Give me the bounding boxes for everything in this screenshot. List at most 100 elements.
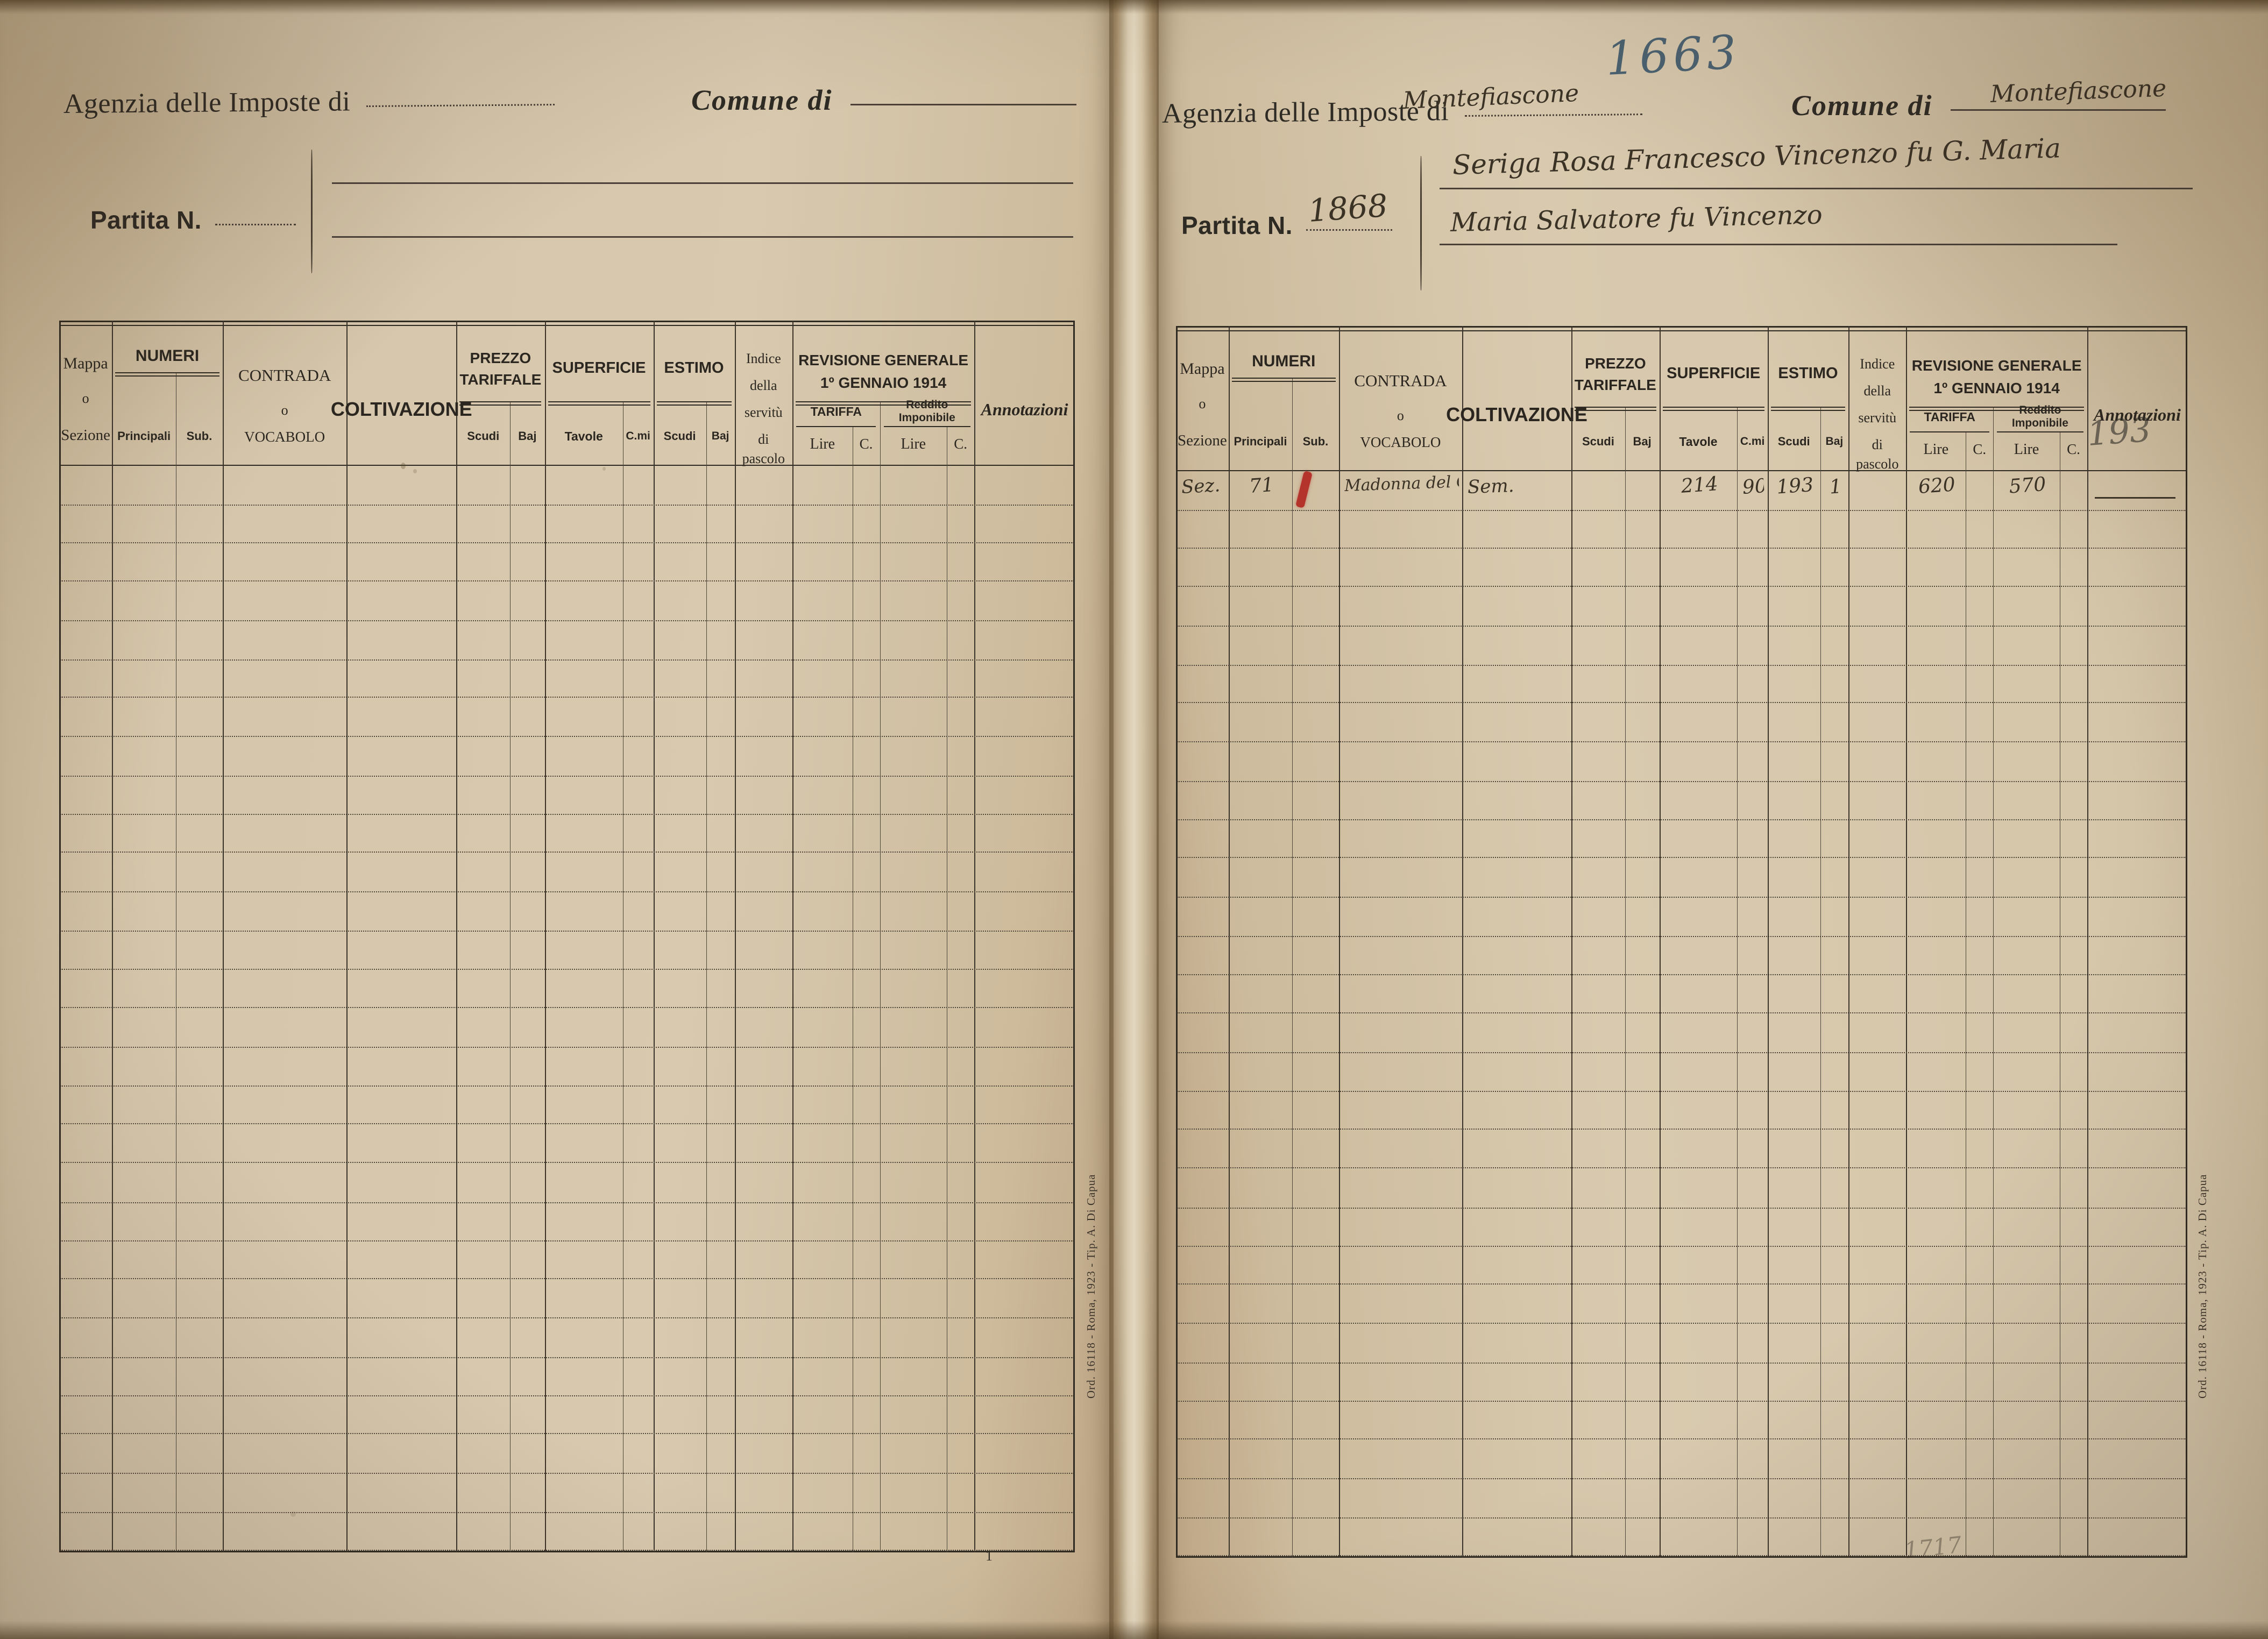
col-header-tariffa: TARIFFA	[1924, 409, 1975, 424]
table-top-rule	[59, 325, 1075, 326]
subgroup-rule	[883, 426, 971, 427]
col-header-tariffa: TARIFFA	[810, 404, 862, 418]
col-header-tavole: Tavole	[564, 429, 603, 443]
col-header-indice-3: servitù	[1858, 410, 1897, 426]
col-group-estimo: ESTIMO	[664, 359, 724, 377]
right-table-border	[1176, 326, 2187, 1558]
left-agenzia-fill-line[interactable]	[366, 103, 555, 108]
table-row-separator	[60, 1395, 1074, 1396]
table-row-separator	[60, 504, 1074, 506]
col-group-estimo: ESTIMO	[1778, 365, 1838, 382]
table-header-divider	[1176, 470, 2187, 471]
table-row-separator	[1177, 1363, 2186, 1364]
sub-column-divider	[1737, 407, 1738, 1558]
group-rule	[656, 401, 732, 402]
column-divider	[544, 321, 546, 1552]
col-header-indice-4: di	[1872, 437, 1883, 453]
right-comune-fill-line[interactable]	[1951, 109, 2166, 111]
table-row-separator	[60, 1357, 1074, 1359]
left-partita-fill-line[interactable]	[215, 223, 296, 225]
col-group-revisione-l1: REVISIONE GENERALE	[798, 351, 969, 368]
table-row-separator	[60, 735, 1074, 737]
col-header-tavole: Tavole	[1679, 434, 1718, 449]
sub-column-divider	[510, 401, 511, 1552]
table-row-separator	[60, 697, 1074, 698]
group-rule	[1909, 410, 2084, 411]
table-row-separator	[1177, 547, 2186, 549]
table-row-separator	[1177, 936, 2186, 938]
col-header-cmi: C.mi	[626, 429, 650, 442]
col-header-reddito-lire: Lire	[2014, 441, 2039, 458]
col-group-prezzo-l1: PREZZO	[1585, 354, 1646, 372]
col-header-tariffa-c: C.	[859, 436, 873, 452]
left-owner-line-2[interactable]	[332, 236, 1073, 238]
subgroup-rule	[1910, 431, 1990, 432]
col-header-estimo-scudi: Scudi	[663, 429, 696, 443]
group-rule	[115, 375, 219, 377]
col-header-sub: Sub.	[1302, 435, 1329, 449]
entry-superficie-cmi: 90	[1741, 475, 1766, 499]
col-group-prezzo-l2: TARIFFALE	[459, 371, 542, 388]
col-header-estimo-baj: Baj	[1825, 435, 1844, 448]
col-header-contrada: CONTRADA	[238, 366, 331, 385]
right-partita-fill-line[interactable]	[1306, 229, 1393, 231]
col-header-annotazioni: Annotazioni	[2094, 405, 2181, 424]
right-owner-line-2[interactable]	[1440, 243, 2117, 245]
col-header-indice-2: della	[1863, 383, 1891, 399]
table-row-separator	[1177, 1207, 2186, 1209]
col-group-prezzo-l2: TARIFFALE	[1574, 376, 1656, 393]
col-header-mappa: Mappa	[63, 354, 108, 372]
entry-mappa-sezione: Sez. 2ª	[1180, 474, 1226, 498]
right-agenzia-fill-line[interactable]	[1464, 113, 1642, 117]
group-rule	[548, 405, 650, 406]
right-owner-line-1[interactable]	[1440, 187, 2193, 189]
group-rule	[1662, 407, 1764, 408]
right-comune-row: Comune di	[1791, 89, 2166, 122]
column-divider	[2087, 326, 2088, 1558]
column-divider	[112, 321, 114, 1552]
table-row-separator	[60, 931, 1074, 932]
col-header-indice-5: pascolo	[742, 451, 785, 467]
table-row-separator	[1177, 819, 2186, 821]
col-group-revisione-l2: 1º GENNAIO 1914	[820, 374, 947, 391]
table-row-separator	[1177, 1400, 2186, 1402]
column-divider	[223, 321, 224, 1552]
column-divider	[346, 321, 348, 1552]
col-header-indice-1: Indice	[1860, 356, 1895, 372]
table-row-separator	[1177, 626, 2186, 627]
table-row-separator	[1177, 1052, 2186, 1053]
col-header-prezzo-baj: Baj	[518, 429, 537, 443]
right-publisher-imprint: Ord. 16118 - Roma, 1923 - Tip. A. Di Cap…	[2196, 1174, 2209, 1399]
col-header-mappa-o: o	[1199, 396, 1206, 412]
table-row-separator	[60, 1085, 1074, 1087]
paper-spot	[413, 469, 417, 473]
col-header-estimo-baj: Baj	[711, 429, 729, 442]
left-agenzia-label: Agenzia delle Imposte di	[63, 86, 351, 119]
paper-spot	[401, 463, 406, 469]
right-partita-brace	[1420, 156, 1422, 290]
table-row-separator	[60, 1278, 1074, 1280]
table-row-separator	[60, 542, 1074, 543]
col-header-reddito: Reddito Imponibile	[2011, 403, 2068, 429]
col-header-coltivazione: COLTIVAZIONE	[330, 398, 472, 421]
table-row-separator	[1177, 702, 2186, 704]
column-divider	[1228, 326, 1230, 1558]
bottom-edge-shadow	[0, 1621, 2268, 1639]
left-owner-line-1[interactable]	[332, 182, 1073, 184]
col-group-prezzo-l1: PREZZO	[470, 349, 531, 366]
table-row-separator	[60, 1512, 1074, 1514]
table-row-separator	[60, 852, 1074, 853]
left-partita-row: Partita N.	[90, 205, 296, 235]
column-divider	[1848, 326, 1850, 1558]
table-row-separator	[1177, 1323, 2186, 1324]
column-divider	[1571, 326, 1573, 1558]
sub-column-divider	[1292, 378, 1293, 1558]
left-comune-fill-line[interactable]	[850, 103, 1077, 105]
entry-contrada: Madonna del Giglio	[1344, 472, 1459, 495]
table-row-separator	[60, 1162, 1074, 1163]
col-header-indice-1: Indice	[746, 351, 781, 367]
col-group-numeri: NUMERI	[135, 346, 200, 365]
group-rule	[1231, 381, 1336, 382]
col-header-contrada-o: o	[1397, 408, 1404, 424]
group-rule	[1770, 407, 1846, 408]
